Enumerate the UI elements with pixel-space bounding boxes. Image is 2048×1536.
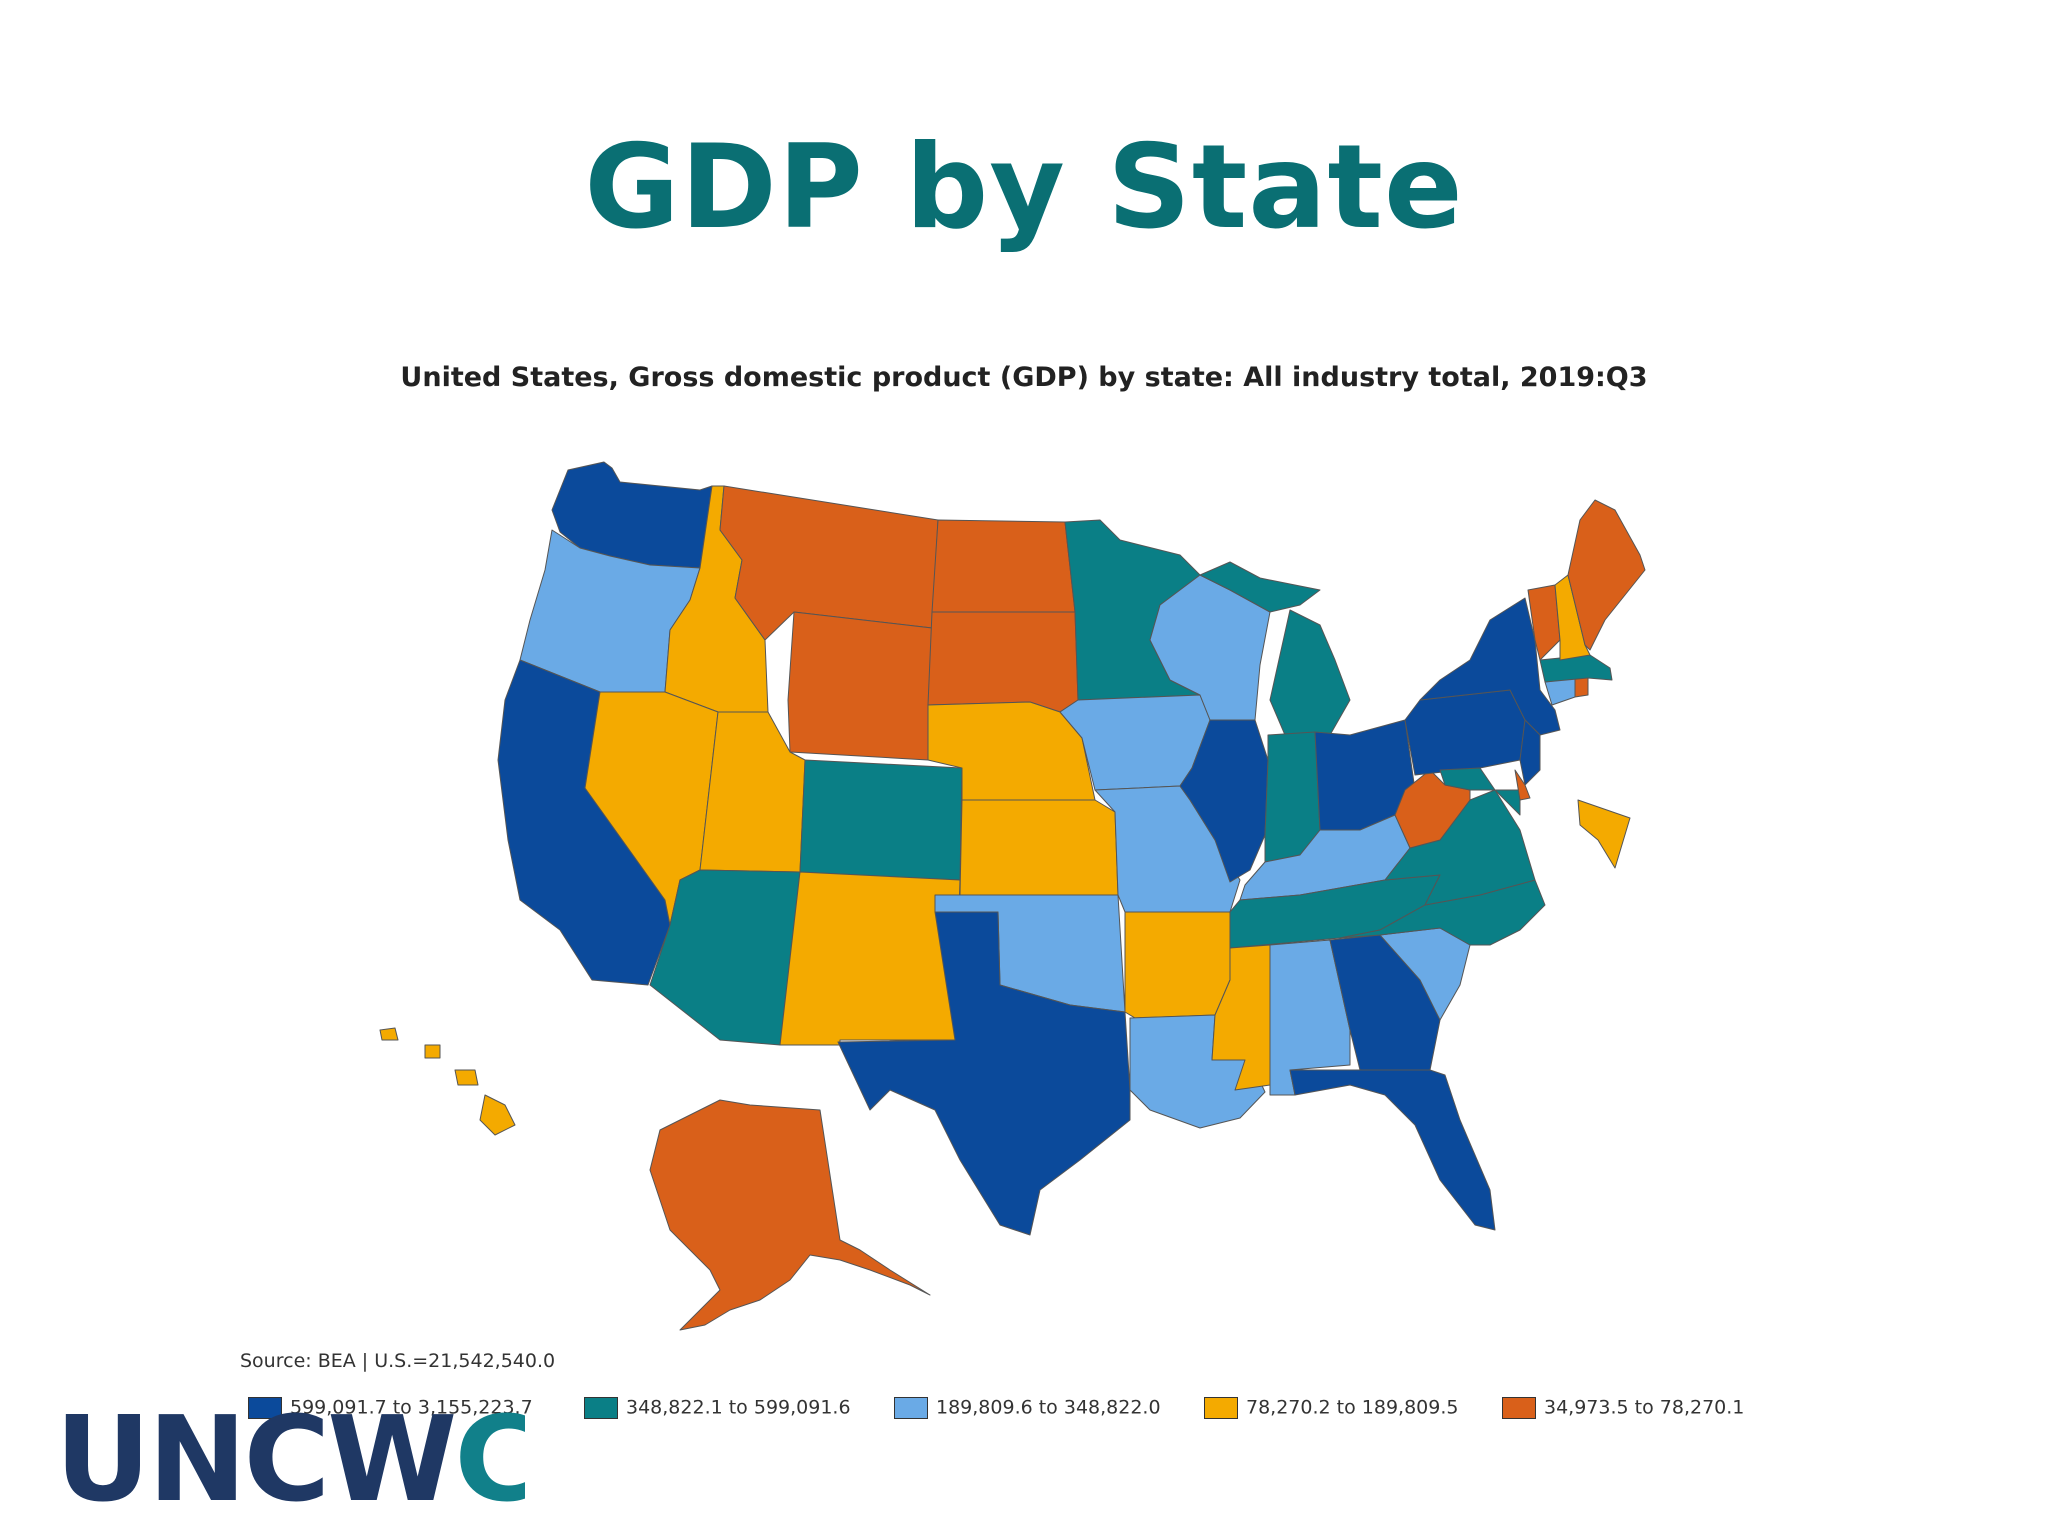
state-AK: [649, 1099, 931, 1331]
logo-text-csb: CSB: [454, 1400, 525, 1506]
legend-label: 189,809.6 to 348,822.0: [936, 1396, 1161, 1419]
state-FL: [1289, 1069, 1496, 1231]
state-MI: [1199, 561, 1351, 736]
legend-item: 348,822.1 to 599,091.6: [584, 1394, 851, 1420]
map-source: Source: BEA | U.S.=21,542,540.0: [240, 1350, 556, 1372]
state-IL: [1179, 719, 1269, 883]
legend-item: 189,809.6 to 348,822.0: [894, 1394, 1161, 1420]
states-layer: [379, 461, 1646, 1331]
legend-swatch: [1204, 1396, 1238, 1419]
state-DC: [1577, 799, 1631, 869]
state-HI: [379, 1027, 516, 1136]
state-WY: [787, 611, 933, 761]
legend-label: 78,270.2 to 189,809.5: [1246, 1396, 1459, 1419]
logo-text-w: W: [327, 1400, 457, 1506]
legend-swatch: [248, 1396, 282, 1419]
state-NJ: [1519, 719, 1541, 786]
legend-item: 34,973.5 to 78,270.1: [1502, 1394, 1744, 1420]
legend-item: 78,270.2 to 189,809.5: [1204, 1394, 1458, 1420]
state-RI: [1574, 677, 1589, 698]
map-title: United States, Gross domestic product (G…: [400, 362, 1648, 393]
state-VT: [1527, 584, 1561, 661]
state-SD: [927, 611, 1079, 713]
legend-item: 599,091.7 to 3,155,223.7: [248, 1394, 533, 1420]
state-NC: [1339, 879, 1546, 946]
state-KS: [959, 799, 1119, 896]
state-ND: [931, 519, 1076, 613]
state-MA: [1539, 654, 1613, 683]
legend-swatch: [1502, 1396, 1536, 1419]
state-DE: [1514, 769, 1531, 801]
legend-swatch: [894, 1396, 928, 1419]
legend-label: 599,091.7 to 3,155,223.7: [290, 1396, 533, 1419]
state-MD: [1439, 767, 1521, 816]
legend-label: 348,822.1 to 599,091.6: [626, 1396, 851, 1419]
state-NM: [779, 871, 961, 1046]
university-logo: UNCWCSB: [55, 1400, 525, 1506]
state-CO: [799, 759, 963, 881]
state-ME: [1567, 499, 1646, 651]
logo-text-unc: UNC: [55, 1400, 330, 1506]
state-PA: [1404, 689, 1526, 776]
state-AZ: [649, 869, 801, 1046]
slide-title: GDP by State: [584, 120, 1464, 255]
state-TX: [837, 911, 1131, 1236]
legend-label: 34,973.5 to 78,270.1: [1544, 1396, 1745, 1419]
legend-swatch: [584, 1396, 618, 1419]
